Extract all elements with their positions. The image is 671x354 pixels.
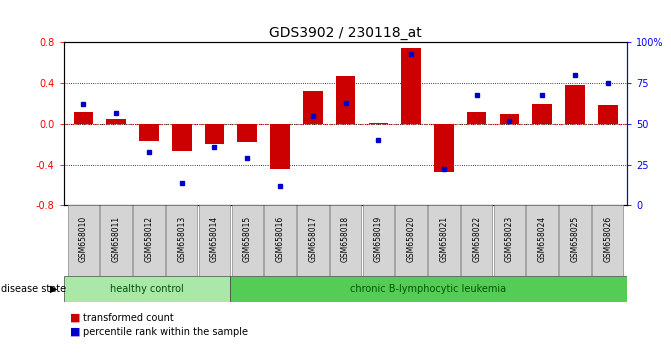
Text: GSM658022: GSM658022 [472, 216, 481, 262]
Bar [494, 205, 525, 276]
Text: GSM658013: GSM658013 [177, 216, 187, 262]
Bar [68, 205, 99, 276]
Text: chronic B-lymphocytic leukemia: chronic B-lymphocytic leukemia [350, 284, 507, 294]
Text: GSM658025: GSM658025 [570, 216, 580, 262]
Bar [264, 205, 296, 276]
Bar [139, 124, 159, 141]
Text: GSM658026: GSM658026 [603, 216, 612, 262]
Bar [64, 276, 229, 302]
Bar [362, 205, 394, 276]
Bar [401, 47, 421, 124]
Bar [238, 124, 257, 142]
Bar [395, 205, 427, 276]
Bar [428, 205, 460, 276]
Text: GSM658017: GSM658017 [308, 216, 317, 262]
Text: ▶: ▶ [50, 284, 58, 294]
Text: GSM658016: GSM658016 [276, 216, 285, 262]
Bar [434, 124, 454, 172]
Bar [500, 114, 519, 124]
Bar [336, 76, 356, 124]
Bar [368, 123, 388, 124]
Text: ■: ■ [70, 327, 81, 337]
Bar [297, 205, 329, 276]
Text: GSM658014: GSM658014 [210, 216, 219, 262]
Text: GSM658018: GSM658018 [341, 216, 350, 262]
Bar [303, 91, 323, 124]
Text: percentile rank within the sample: percentile rank within the sample [83, 327, 248, 337]
Text: GSM658024: GSM658024 [537, 216, 547, 262]
Bar [598, 104, 617, 124]
Bar [527, 205, 558, 276]
Bar [461, 205, 493, 276]
Bar [199, 205, 230, 276]
Text: disease state: disease state [1, 284, 66, 294]
Text: GSM658015: GSM658015 [243, 216, 252, 262]
Text: GSM658019: GSM658019 [374, 216, 383, 262]
Bar [205, 124, 224, 144]
Text: GSM658010: GSM658010 [79, 216, 88, 262]
Bar [231, 205, 263, 276]
Text: GSM658012: GSM658012 [144, 216, 154, 262]
Bar [172, 124, 191, 152]
Bar [134, 205, 164, 276]
Text: GSM658021: GSM658021 [440, 216, 448, 262]
Bar [559, 205, 590, 276]
Bar [166, 205, 197, 276]
Bar [330, 205, 361, 276]
Text: GSM658011: GSM658011 [111, 216, 121, 262]
Bar [74, 112, 93, 124]
Bar [270, 124, 290, 169]
Text: GSM658023: GSM658023 [505, 216, 514, 262]
Text: GSM658020: GSM658020 [407, 216, 415, 262]
Bar [229, 276, 627, 302]
Text: healthy control: healthy control [110, 284, 183, 294]
Bar [532, 104, 552, 124]
Title: GDS3902 / 230118_at: GDS3902 / 230118_at [269, 26, 422, 40]
Text: ■: ■ [70, 313, 81, 322]
Bar [565, 85, 585, 124]
Bar [106, 119, 126, 124]
Bar [101, 205, 132, 276]
Bar [592, 205, 623, 276]
Text: transformed count: transformed count [83, 313, 173, 322]
Bar [467, 112, 486, 124]
